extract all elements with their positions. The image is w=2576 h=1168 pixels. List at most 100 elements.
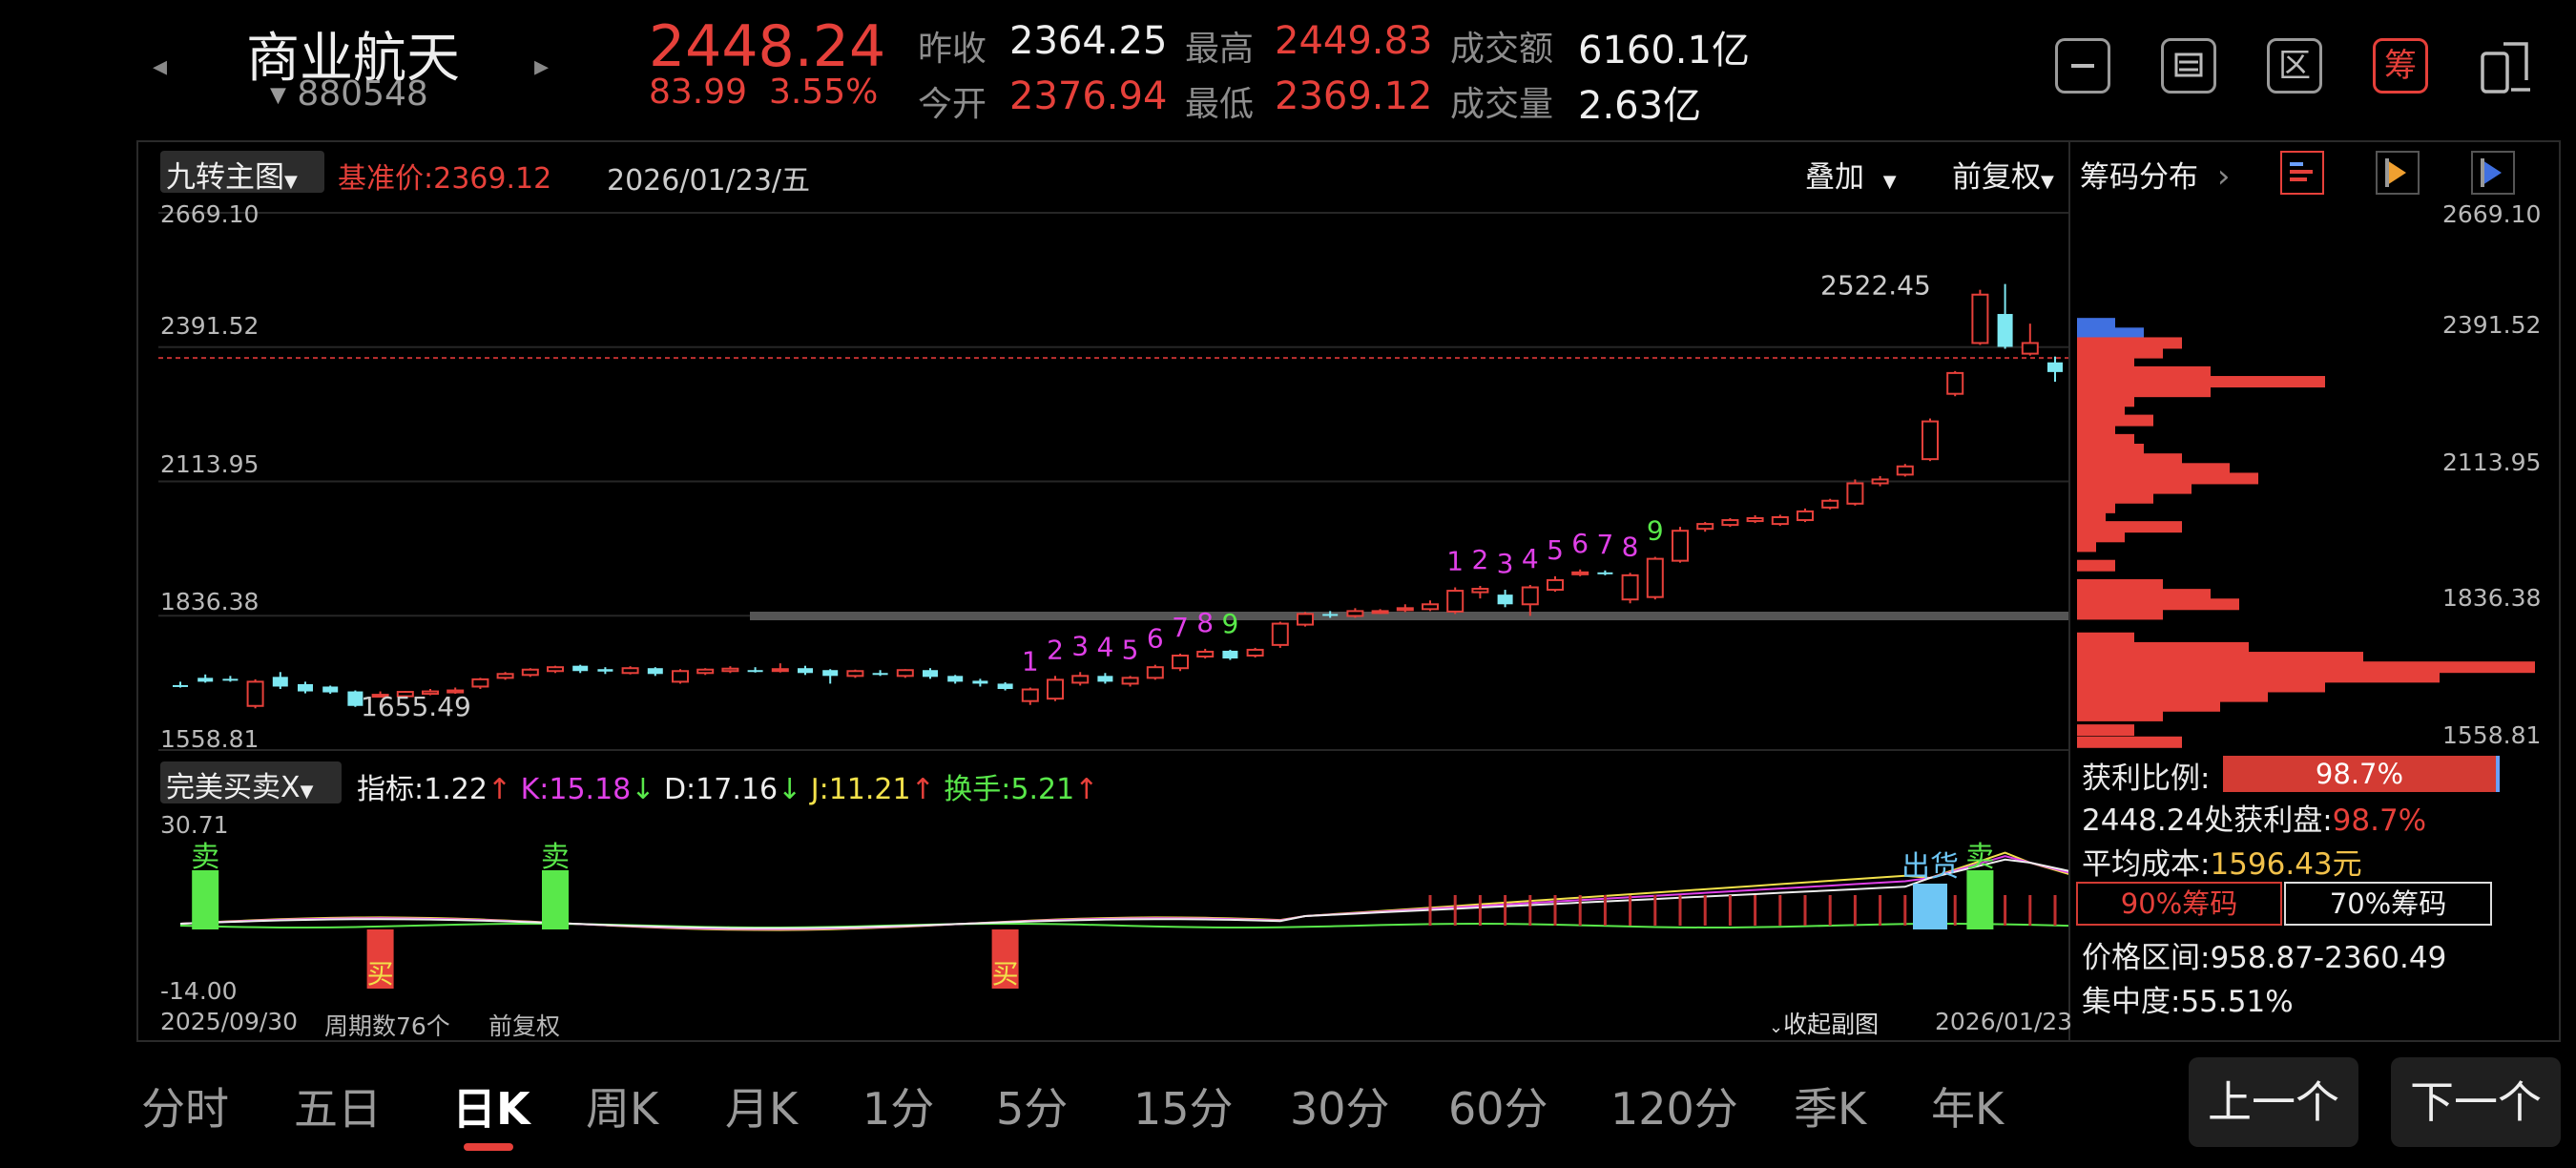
candle (298, 683, 313, 692)
candle (1196, 650, 1215, 658)
td-count: 8 (1196, 607, 1214, 638)
y-tick-0: 2669.10 (160, 200, 260, 228)
kdj-line (179, 858, 2068, 929)
picture-icon[interactable] (2161, 38, 2216, 94)
tab-1[interactable]: 五日 (294, 1083, 382, 1135)
sub-indicator-select[interactable]: 完美买卖X▼ (160, 761, 342, 804)
chip-bars-icon[interactable] (2280, 151, 2324, 195)
high-label: 2522.45 (1820, 270, 1931, 302)
prev-stock-arrow[interactable]: ◂ (153, 50, 168, 83)
period-count: 周期数76个 (324, 1012, 450, 1040)
next-button[interactable]: 下一个 (2391, 1057, 2561, 1147)
td-count: 2 (1047, 634, 1064, 665)
up-arrow-icon: ↑ (910, 773, 935, 806)
chip-fire-icon[interactable] (2376, 151, 2420, 195)
volume-value: 2.63亿 (1578, 84, 1702, 128)
chip-bar (2077, 405, 2125, 417)
sub-indicator-chart[interactable]: 卖买卖买卖出货买 (158, 809, 2068, 1000)
buy-label: 买 (367, 958, 394, 990)
end-date: 2026/01/23 (1935, 1008, 2073, 1035)
candle (347, 691, 364, 706)
tab-11[interactable]: 季K (1794, 1083, 1867, 1135)
tab-10[interactable]: 120分 (1610, 1083, 1738, 1135)
chip-bar (2077, 671, 2440, 683)
tab-9[interactable]: 60分 (1448, 1083, 1548, 1135)
next-stock-arrow[interactable]: ▸ (534, 50, 550, 83)
chip-bar (2077, 376, 2325, 388)
chart-frame (136, 140, 2561, 1042)
tab-0[interactable]: 分时 (141, 1083, 229, 1135)
tab-8[interactable]: 30分 (1290, 1083, 1390, 1135)
region-icon[interactable]: 区 (2267, 38, 2322, 94)
tab-5[interactable]: 1分 (862, 1083, 935, 1135)
main-indicator-select[interactable]: 九转主图▼ (160, 151, 324, 195)
candle (1946, 371, 1964, 395)
adjust-select[interactable]: 前复权▼ (1952, 153, 2054, 196)
avg-cost-label: 平均成本: (2082, 847, 2211, 882)
chip-bar (2077, 501, 2115, 513)
candle (1621, 574, 1639, 601)
buy-bar (991, 929, 1019, 989)
chip-divider (2068, 140, 2070, 1042)
region-icon-text: 区 (2278, 47, 2311, 85)
chip-blue-icon[interactable] (2471, 151, 2515, 195)
candle (1547, 578, 1564, 592)
sub-y-bottom: -14.00 (160, 977, 238, 1005)
td-count: 5 (1122, 634, 1139, 665)
tab-3[interactable]: 周K (586, 1083, 659, 1135)
ship-label: 出货 (1901, 850, 1959, 884)
candle (1297, 613, 1314, 626)
candle (1672, 530, 1689, 562)
candle (1646, 557, 1664, 598)
chip-bar (2077, 641, 2249, 654)
main-date: 2026/01/23/五 (607, 164, 811, 198)
tab-4[interactable]: 月K (725, 1083, 799, 1135)
candle (1222, 650, 1238, 659)
candle (1146, 666, 1164, 679)
candle (597, 669, 613, 672)
minus-square-icon[interactable] (2055, 38, 2110, 94)
td-count: 9 (1647, 515, 1664, 547)
candle (923, 670, 938, 678)
chip-bar (2077, 346, 2163, 359)
candle (2047, 362, 2063, 372)
td-count: 2 (1471, 544, 1488, 575)
tab-6[interactable]: 5分 (996, 1083, 1069, 1135)
last-price: 2448.24 (649, 13, 886, 80)
chip-70-button[interactable]: 70%筹码 (2284, 882, 2492, 926)
tab-12[interactable]: 年K (1931, 1083, 2005, 1135)
main-indicator-label: 九转主图 (166, 160, 284, 195)
y-tick-1: 2391.52 (160, 312, 260, 340)
collapse-subchart-button[interactable]: ⌄收起副图 (1769, 1006, 1879, 1040)
candle (1246, 648, 1264, 657)
candle (371, 694, 389, 699)
tab-2[interactable]: 日K (452, 1083, 530, 1135)
chip-bar (2077, 589, 2211, 601)
stock-name[interactable]: 商业航天 (246, 28, 460, 90)
candle (322, 686, 339, 693)
phone-switch-icon[interactable] (2477, 36, 2540, 103)
td-count: 3 (1497, 548, 1514, 579)
chip-90-button[interactable]: 90%筹码 (2076, 882, 2282, 926)
chip-bar (2077, 327, 2144, 340)
td-count: 1 (1022, 645, 1039, 677)
prev-button[interactable]: 上一个 (2189, 1057, 2358, 1147)
overlay-select[interactable]: 叠加 ▼ (1805, 153, 1897, 196)
tab-7[interactable]: 15分 (1133, 1083, 1234, 1135)
chip-bar (2077, 365, 2211, 378)
chip-title[interactable]: 筹码分布 › (2080, 153, 2230, 196)
stock-code[interactable]: ▼ 880548 (270, 74, 428, 114)
price-range-label: 价格区间: (2082, 941, 2211, 975)
chips-icon[interactable]: 筹 (2373, 38, 2428, 94)
y-tick-4: 1558.81 (160, 725, 260, 753)
chip-bar (2077, 491, 2153, 504)
chip-y-tick-0: 2669.10 (2442, 200, 2542, 228)
chip-bar (2077, 482, 2192, 494)
k-value: K:15.18 (520, 773, 632, 806)
td-count: 9 (1221, 608, 1238, 639)
buy-bar (366, 929, 394, 989)
sub-indicator-label: 完美买卖X (166, 771, 301, 804)
candle (1172, 655, 1189, 670)
candle (197, 678, 214, 682)
